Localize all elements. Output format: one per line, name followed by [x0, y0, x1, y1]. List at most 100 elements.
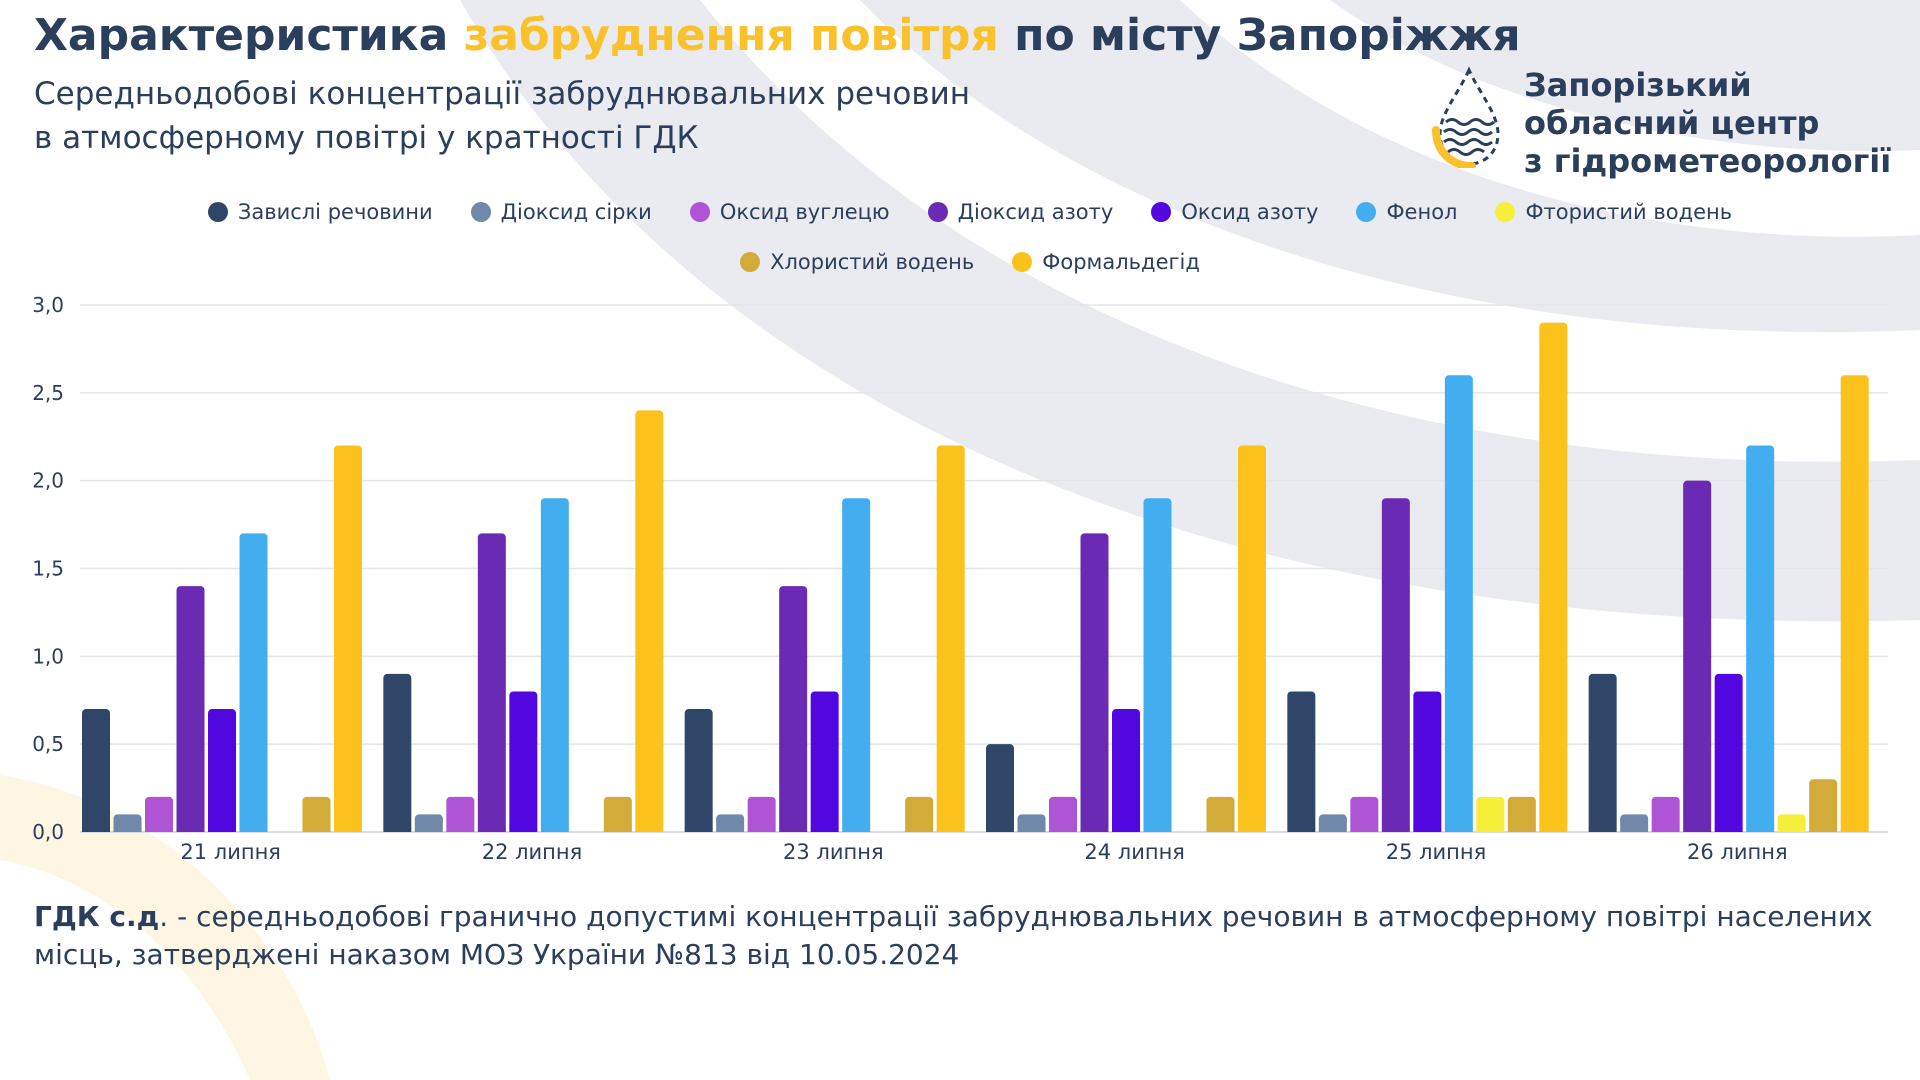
- bar-base: [1714, 828, 1743, 832]
- bar-base: [1413, 828, 1442, 832]
- x-tick-label: 25 липня: [1386, 840, 1487, 864]
- chart-legend: Завислі речовини Діоксид сірки Оксид вугле…: [150, 200, 1790, 274]
- bar: [113, 814, 142, 832]
- y-tick-label: 0,5: [32, 732, 64, 756]
- bar-base: [747, 828, 776, 832]
- bar: [635, 410, 664, 832]
- bar-base: [509, 828, 538, 832]
- legend-item[interactable]: Фтористий водень: [1495, 200, 1732, 224]
- bar: [936, 445, 965, 832]
- bar-base: [716, 828, 745, 832]
- bar: [810, 691, 839, 832]
- legend-item[interactable]: Хлористий водень: [740, 250, 974, 274]
- bar: [1746, 445, 1775, 832]
- legend-swatch: [689, 202, 710, 222]
- bar: [302, 796, 331, 832]
- legend-label: Формальдегід: [1042, 250, 1200, 274]
- bar-base: [113, 828, 142, 832]
- bar-base: [936, 828, 965, 832]
- bar: [779, 586, 808, 832]
- bar-base: [1620, 828, 1649, 832]
- x-tick-label: 23 липня: [783, 840, 884, 864]
- bar-base: [1683, 828, 1712, 832]
- bar: [1651, 796, 1680, 832]
- legend-label: Оксид азоту: [1181, 200, 1319, 224]
- bar-base: [1080, 828, 1109, 832]
- bar: [1444, 375, 1473, 832]
- legend-label: Фтористий водень: [1525, 200, 1733, 224]
- bar: [334, 445, 362, 832]
- legend-label: Діоксид сірки: [500, 200, 652, 224]
- bar-base: [986, 828, 1014, 832]
- legend-item[interactable]: Діоксид сірки: [470, 200, 652, 224]
- bar-base: [145, 828, 173, 832]
- bar: [1840, 375, 1869, 832]
- legend-label: Діоксид азоту: [957, 200, 1114, 224]
- legend-item[interactable]: Оксид азоту: [1151, 200, 1318, 224]
- bar-base: [810, 828, 839, 832]
- legend-label: Фенол: [1386, 200, 1458, 224]
- y-tick-label: 1,5: [32, 557, 64, 581]
- legend-item[interactable]: Завислі речовини: [207, 200, 433, 224]
- legend-label: Хлористий водень: [770, 250, 975, 274]
- legend-swatch: [1151, 202, 1172, 222]
- y-tick-label: 3,0: [32, 293, 64, 317]
- bar-base: [1017, 828, 1046, 832]
- legend-swatch: [1356, 202, 1377, 222]
- bar-base: [302, 828, 331, 832]
- bar-base: [842, 828, 871, 832]
- bar-base: [176, 828, 205, 832]
- legend-swatch: [740, 252, 761, 272]
- bar-base: [1381, 828, 1410, 832]
- bar: [477, 533, 506, 832]
- bar-base: [779, 828, 808, 832]
- bar-base: [334, 828, 362, 832]
- bar: [1588, 673, 1617, 832]
- bar: [1777, 814, 1806, 832]
- bar-chart: 0,0 0,5 1,0 1,5 2,0 2,5 3,0 21 липня 22 липня 23 …: [32, 293, 1888, 864]
- bar-base: [1350, 828, 1379, 832]
- bar-base: [208, 828, 236, 832]
- bar-base: [414, 828, 443, 832]
- bar-base: [1809, 828, 1838, 832]
- bar: [1413, 691, 1442, 832]
- bar: [509, 691, 538, 832]
- legend-item[interactable]: Формальдегід: [1012, 250, 1200, 274]
- page-title: Характеристика забруднення повітря по мі…: [34, 10, 1521, 61]
- bar-base: [1287, 828, 1316, 832]
- bar: [1620, 814, 1649, 832]
- bar: [1539, 322, 1568, 832]
- bar-base: [82, 828, 110, 832]
- legend-item[interactable]: Оксид вуглецю: [689, 200, 890, 224]
- legend-swatch: [470, 202, 491, 222]
- legend-label: Завислі речовини: [237, 200, 433, 224]
- bar-base: [905, 828, 934, 832]
- bar: [1381, 498, 1410, 832]
- title-accent: забруднення повітря: [463, 10, 999, 61]
- bar: [905, 796, 934, 832]
- subtitle-line-2: в атмосферному повітрі у кратності ГДК: [34, 120, 699, 156]
- bar: [176, 586, 205, 832]
- bar: [1714, 673, 1743, 832]
- bar: [1350, 796, 1379, 832]
- bar: [1143, 498, 1172, 832]
- bar: [1683, 480, 1712, 832]
- y-tick-label: 1,0: [32, 644, 64, 668]
- footnote: ГДК с.д. - середньодобові гранично допус…: [34, 898, 1874, 974]
- bar-base: [1746, 828, 1775, 832]
- x-tick-label: 22 липня: [482, 840, 583, 864]
- bar: [1238, 445, 1266, 832]
- bar: [1287, 691, 1316, 832]
- bar-base: [1651, 828, 1680, 832]
- logo-line-3: з гідрометеорології: [1524, 142, 1892, 180]
- bar-base: [1539, 828, 1568, 832]
- bar: [603, 796, 632, 832]
- bar: [1318, 814, 1347, 832]
- title-part-1: Характеристика: [34, 10, 464, 61]
- bar: [716, 814, 745, 832]
- bar-base: [1238, 828, 1266, 832]
- x-tick-label: 26 липня: [1687, 840, 1788, 864]
- legend-item[interactable]: Діоксид азоту: [927, 200, 1114, 224]
- legend-item[interactable]: Фенол: [1356, 200, 1457, 224]
- footnote-text: . - середньодобові гранично допустимі ко…: [34, 900, 1873, 971]
